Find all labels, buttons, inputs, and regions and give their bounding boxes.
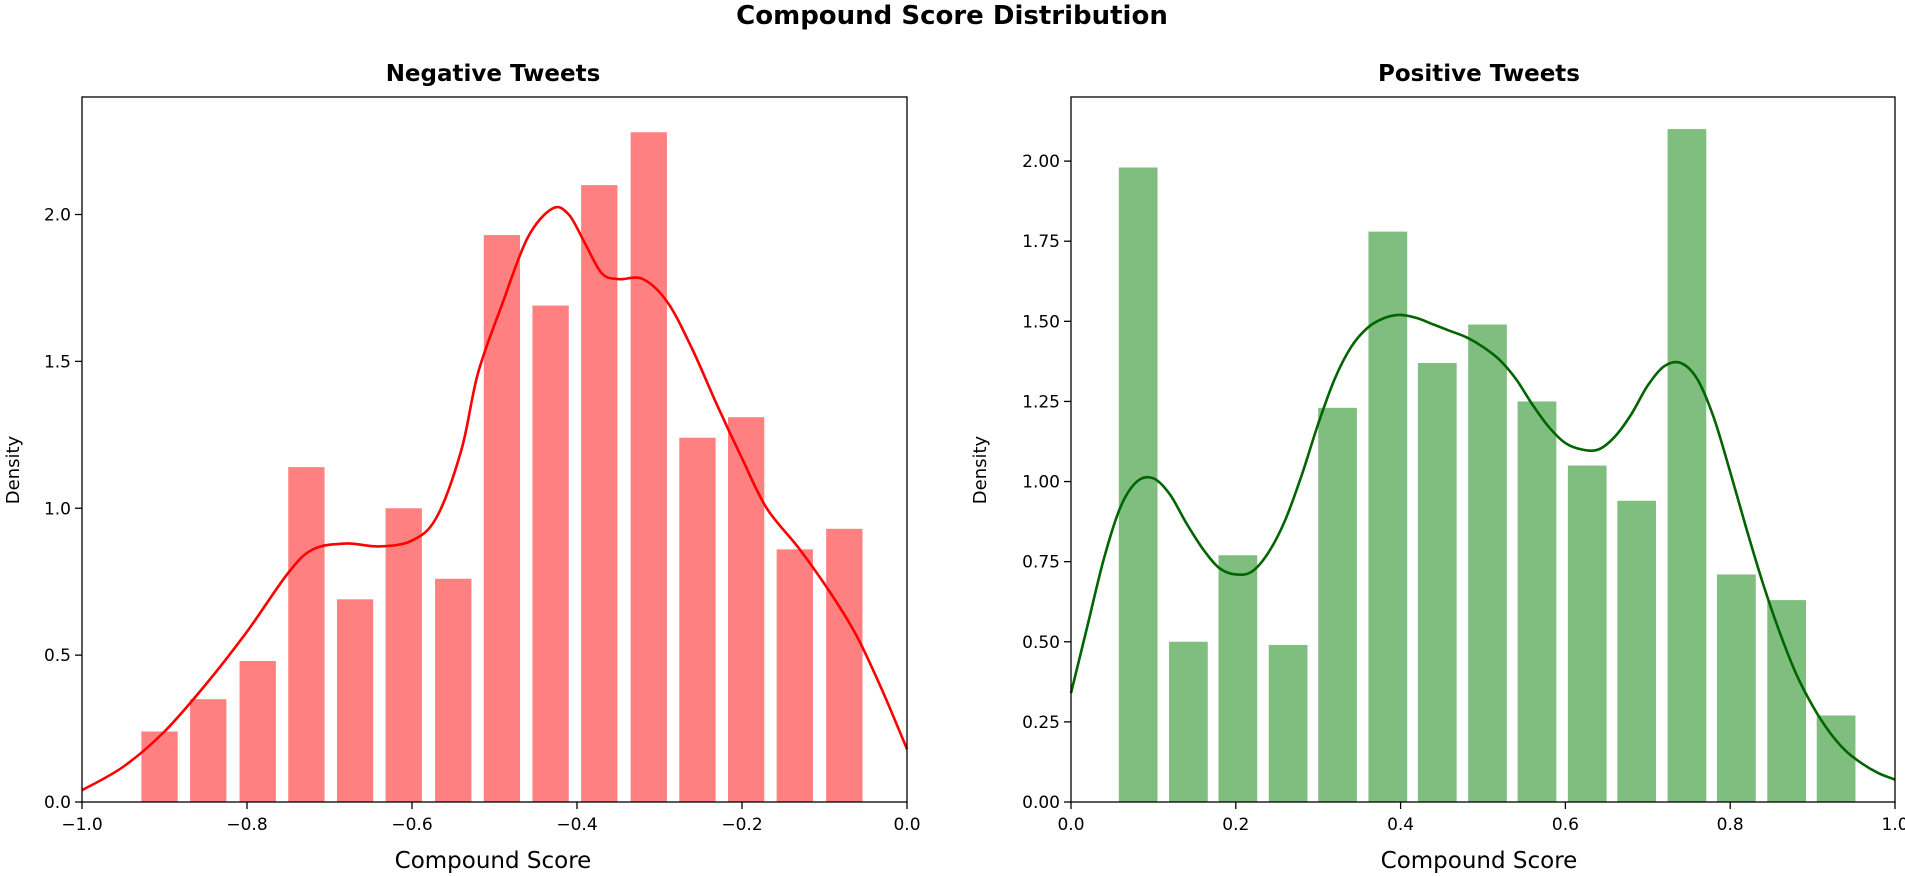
y-tick-label: 0.50 [1022,633,1060,653]
figure-title: Compound Score Distribution [736,1,1168,31]
histogram-bar [1417,362,1457,802]
y-tick-label: 1.00 [1022,473,1060,493]
y-ticks: 0.0 0.5 1.0 1.5 2.0 [44,206,82,813]
x-tick-label: −1.0 [61,815,102,835]
y-tick-label: 0.0 [44,793,71,813]
x-tick-label: −0.4 [556,815,597,835]
y-tick-label: 0.00 [1022,793,1060,813]
histogram-bar [630,132,667,802]
x-tick-label: 0.4 [1387,815,1414,835]
kde-line [1069,313,1896,781]
panel-positive: Positive Tweets 0.0 0.2 0.4 0.6 0.8 1.0 0.000… [970,61,1905,874]
histogram-bar [1767,600,1807,802]
x-tick-label: 0.0 [893,815,920,835]
histogram-bar [1717,574,1756,802]
y-tick-label: 1.50 [1022,312,1060,332]
y-tick-label: 1.0 [44,499,71,519]
x-ticks: 0.0 0.2 0.4 0.6 0.8 1.0 [1057,802,1905,835]
histogram-bar [826,528,863,802]
x-tick-label: 1.0 [1881,815,1905,835]
y-tick-label: 0.25 [1022,713,1060,733]
kde-line [81,205,909,792]
histogram-bar [679,437,716,802]
histogram-bar [1368,231,1408,802]
histogram-bar [1169,641,1208,802]
panel-title: Negative Tweets [386,61,601,87]
histogram-bar [190,699,227,802]
histogram-bar [1268,644,1308,802]
histogram-bar [435,578,472,802]
histogram-bar [1318,407,1357,802]
bars-layer [141,132,863,802]
y-tick-label: 1.5 [44,352,71,372]
histogram-bar [727,417,765,802]
histogram-bar [1468,324,1507,802]
histogram-bar [581,185,618,802]
histogram-bar [776,549,813,802]
y-axis-label: Density [3,435,24,504]
axes-frame [1070,96,1896,803]
y-axis-label: Density [970,435,991,504]
x-tick-label: 0.6 [1552,815,1579,835]
y-tick-label: 1.75 [1022,232,1060,252]
bars-layer [1118,129,1856,802]
histogram-bar [1218,555,1258,802]
y-ticks: 0.00 0.25 0.50 0.75 1.00 1.25 1.50 1.75 2.00 [1022,152,1071,813]
y-tick-label: 0.5 [44,646,71,666]
histogram-bar [1816,715,1856,802]
x-tick-label: 0.2 [1222,815,1249,835]
x-tick-label: 0.8 [1717,815,1744,835]
histogram-bar [1118,167,1158,802]
histogram-bar [288,467,325,802]
y-tick-label: 2.0 [44,206,71,226]
x-tick-label: −0.8 [226,815,267,835]
histogram-bar [483,235,521,802]
x-tick-label: −0.6 [391,815,432,835]
y-tick-label: 2.00 [1022,152,1060,172]
histogram-bar [141,731,178,802]
x-ticks: −1.0 −0.8 −0.6 −0.4 −0.2 0.0 [61,802,921,835]
axes-frame [81,96,908,803]
x-tick-label: 0.0 [1057,815,1084,835]
y-tick-label: 1.25 [1022,392,1060,412]
histogram-bar [239,661,276,802]
histogram-bar [532,305,569,802]
histogram-bar [336,599,374,802]
histogram-bar [1517,401,1557,802]
panel-title: Positive Tweets [1378,61,1580,87]
histogram-bar [1667,129,1707,802]
y-tick-label: 0.75 [1022,553,1060,573]
x-tick-label: −0.2 [721,815,762,835]
x-axis-label: Compound Score [395,848,592,874]
panel-negative: Negative Tweets −1.0 −0.8 −0.6 −0.4 −0.2 0.0 … [3,61,921,874]
histogram-bar [1567,465,1607,802]
histogram-bar [1617,500,1657,802]
histogram-bar [385,508,422,802]
x-axis-label: Compound Score [1381,848,1578,874]
